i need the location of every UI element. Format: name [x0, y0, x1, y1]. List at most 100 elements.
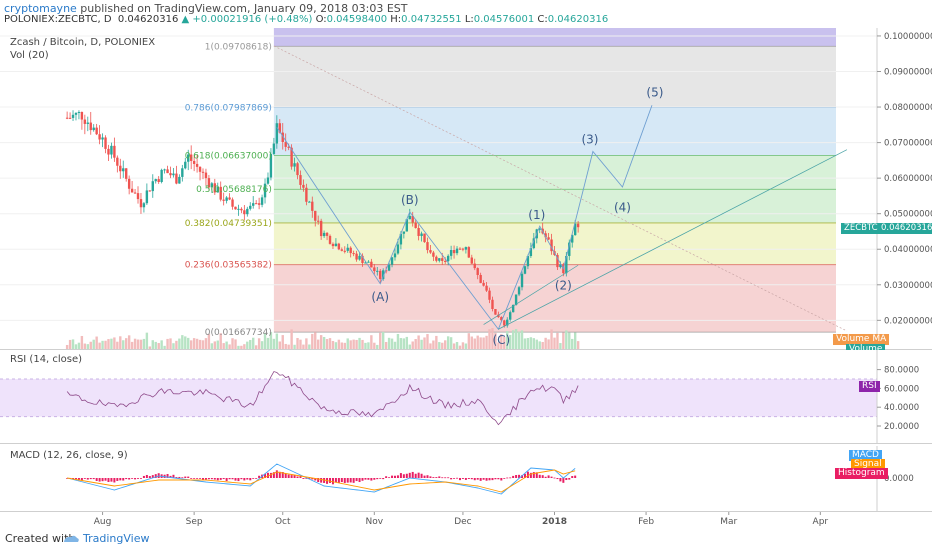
volume-bar	[210, 343, 214, 349]
volume-bar	[576, 341, 580, 349]
histogram-bar	[225, 478, 228, 482]
histogram-bar	[207, 478, 210, 480]
volume-bar	[503, 336, 506, 349]
histogram-bar	[367, 478, 370, 480]
histogram-bar	[213, 478, 216, 480]
time-axis[interactable]: Aug Sep Oct Nov Dec 2018 Feb Mar Apr	[0, 512, 932, 528]
volume-bar	[145, 332, 149, 349]
histogram-bar	[509, 477, 512, 479]
rsi-pane[interactable]: 80.0000 60.0000 40.0000 20.0000 RSI (14, cl…	[0, 350, 932, 444]
volume-bar	[429, 343, 432, 349]
candle-body	[455, 248, 459, 254]
histogram-bar	[523, 473, 526, 478]
volume-bar	[506, 330, 509, 349]
volume-bar	[122, 340, 125, 349]
candle-body	[192, 160, 196, 164]
volume-bar	[322, 336, 326, 349]
volume-bar	[160, 340, 163, 349]
volume-bar	[308, 344, 311, 349]
volume-bar	[92, 339, 95, 349]
price-pane[interactable]: 1(0.09708618) 0.786(0.07987869) 0.618(0.06…	[0, 28, 932, 350]
volume-bar	[163, 345, 166, 349]
volume-bar	[541, 342, 544, 349]
x-tick-label: Apr	[813, 517, 829, 527]
wave-label: (B)	[401, 193, 419, 207]
volume-bar	[340, 342, 344, 349]
macd-pane[interactable]: 0.0000 MACD (12, 26, close, 9) MACD Sign…	[0, 446, 932, 512]
histogram-bar	[323, 478, 326, 483]
price-chart[interactable]: 1(0.09708618) 0.786(0.07987869) 0.618(0.06…	[0, 28, 932, 350]
candle-body	[319, 220, 323, 237]
volume-bar	[476, 335, 479, 349]
histogram-bar	[151, 475, 154, 478]
wave-label: (2)	[555, 278, 572, 292]
volume-bar	[488, 329, 491, 349]
histogram-bar	[364, 478, 367, 480]
close-label: C:	[537, 14, 548, 25]
histogram-bar	[532, 472, 535, 478]
histogram-bar	[476, 478, 479, 480]
histogram-bar	[355, 478, 358, 482]
candle-body	[358, 255, 361, 260]
volume-bar	[254, 345, 258, 349]
candle-body	[405, 219, 409, 232]
candle-body	[107, 148, 110, 155]
tradingview-brand[interactable]: TradingView	[83, 532, 150, 545]
candle-body	[151, 181, 154, 192]
volume-bar	[408, 344, 411, 349]
volume-bar	[331, 340, 335, 349]
volume-bar	[573, 332, 577, 349]
histogram-bar	[506, 477, 509, 479]
macd-chart[interactable]: 0.0000	[0, 446, 932, 512]
candle-body	[287, 146, 290, 148]
histogram-bar	[74, 478, 77, 479]
volume-bar	[376, 344, 379, 349]
volume-bar	[396, 333, 400, 349]
volume-bar	[494, 332, 497, 349]
volume-bar	[325, 339, 329, 349]
histogram-bar	[119, 478, 122, 481]
histogram-bar	[89, 478, 92, 480]
volume-bar	[139, 339, 143, 349]
price-tag: ZECBTC	[841, 223, 881, 234]
candle-body	[337, 243, 341, 250]
histogram-bar	[393, 475, 396, 478]
candle-body	[325, 232, 329, 236]
volume-bar	[482, 337, 485, 349]
candle-body	[346, 247, 349, 251]
candle-body	[308, 201, 311, 203]
candle-body	[86, 122, 89, 124]
candle-body	[373, 267, 376, 272]
high-label: H:	[390, 14, 402, 25]
candle-body	[222, 199, 225, 201]
rsi-chart[interactable]: 80.0000 60.0000 40.0000 20.0000	[0, 350, 932, 444]
candle-body	[331, 243, 335, 247]
histogram-bar	[101, 478, 104, 482]
histogram-bar	[201, 478, 204, 481]
histogram-bar	[125, 478, 128, 480]
volume-bar	[260, 341, 264, 349]
candle-body	[488, 290, 491, 300]
y-tick-label: 0.0000	[884, 474, 914, 484]
histogram-bar	[518, 474, 521, 478]
histogram-bar	[83, 478, 86, 479]
author-link[interactable]: cryptomayne	[4, 2, 77, 15]
candle-body	[136, 193, 140, 200]
candle-body	[514, 294, 518, 305]
candle-body	[92, 127, 95, 131]
candle-body	[423, 233, 426, 243]
histogram-bar	[331, 478, 334, 485]
candle-body	[343, 250, 346, 252]
candle-body	[384, 270, 388, 272]
candle-body	[219, 186, 222, 200]
candle-body	[95, 127, 98, 135]
volume-bar	[216, 340, 219, 349]
candle-body	[181, 168, 184, 177]
histogram-bar	[370, 478, 373, 481]
volume-bar	[571, 338, 574, 349]
candle-body	[500, 317, 503, 321]
fib-level-label: 0.236(0.03565382)	[185, 261, 272, 271]
candle-body	[568, 242, 571, 256]
histogram-bar	[435, 477, 438, 478]
y-tick-label: 0.08000000	[884, 103, 932, 113]
